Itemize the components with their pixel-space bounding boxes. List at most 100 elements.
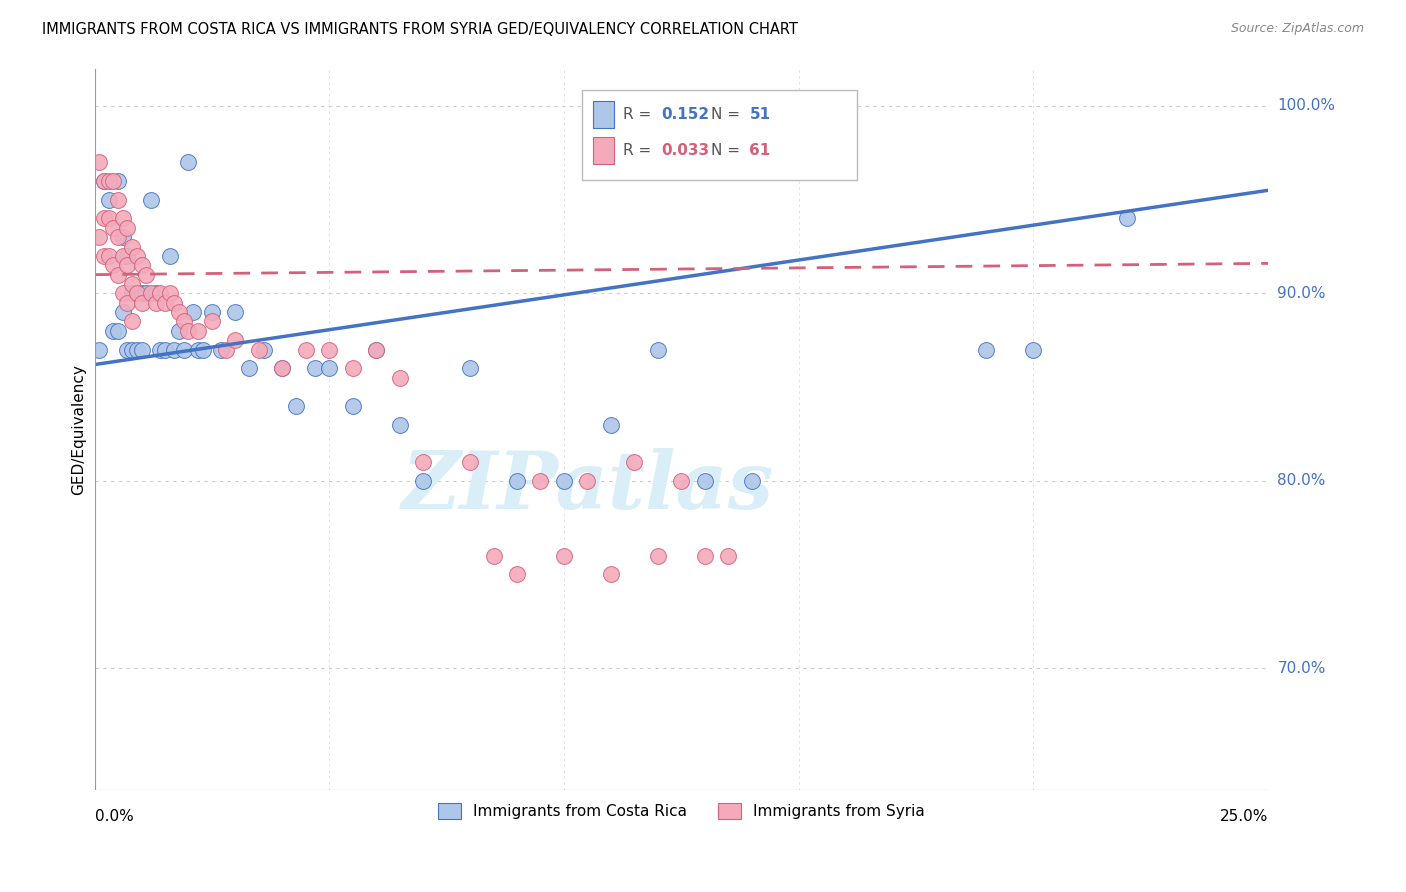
Text: 80.0%: 80.0% [1278, 474, 1326, 488]
Point [252, 343, 274, 357]
Point [89, 343, 111, 357]
Point [506, 474, 529, 488]
FancyBboxPatch shape [582, 90, 858, 180]
Bar [593, 137, 614, 164]
Point [1022, 343, 1045, 357]
Point [103, 324, 125, 338]
Point [117, 295, 139, 310]
Point [131, 286, 153, 301]
Point [107, 174, 129, 188]
Text: 51: 51 [749, 107, 770, 122]
Point [125, 286, 148, 301]
Point [285, 399, 308, 413]
Text: IMMIGRANTS FROM COSTA RICA VS IMMIGRANTS FROM SYRIA GED/EQUIVALENCY CORRELATION : IMMIGRANTS FROM COSTA RICA VS IMMIGRANTS… [42, 22, 799, 37]
Point [693, 549, 716, 563]
Point [107, 193, 129, 207]
Point [647, 343, 669, 357]
Point [93, 174, 115, 188]
Point [201, 314, 224, 328]
Point [111, 249, 134, 263]
Text: 90.0%: 90.0% [1278, 285, 1326, 301]
Point [149, 286, 172, 301]
Point [89, 230, 111, 244]
Point [238, 361, 260, 376]
Point [412, 474, 434, 488]
Point [458, 455, 481, 469]
Point [111, 211, 134, 226]
Text: R =: R = [623, 144, 655, 158]
Point [388, 417, 411, 432]
Point [506, 567, 529, 582]
Point [103, 258, 125, 272]
Point [93, 174, 115, 188]
Point [107, 268, 129, 282]
Point [117, 249, 139, 263]
Point [117, 343, 139, 357]
Point [187, 324, 209, 338]
Point [121, 314, 143, 328]
Point [135, 268, 157, 282]
Point [247, 343, 270, 357]
Point [412, 455, 434, 469]
Point [163, 295, 186, 310]
Point [647, 549, 669, 563]
Point [111, 305, 134, 319]
Point [149, 343, 172, 357]
Point [224, 305, 246, 319]
Point [117, 258, 139, 272]
Text: N =: N = [710, 107, 745, 122]
Point [131, 295, 153, 310]
Point [294, 343, 316, 357]
Legend: Immigrants from Costa Rica, Immigrants from Syria: Immigrants from Costa Rica, Immigrants f… [432, 797, 931, 826]
Point [271, 361, 294, 376]
Point [388, 370, 411, 384]
Point [209, 343, 232, 357]
Point [271, 361, 294, 376]
Text: 0.152: 0.152 [661, 107, 710, 122]
Point [529, 474, 551, 488]
Point [177, 155, 200, 169]
Point [93, 249, 115, 263]
Point [121, 343, 143, 357]
Point [177, 324, 200, 338]
Point [125, 249, 148, 263]
Point [671, 474, 693, 488]
Point [97, 249, 120, 263]
Point [318, 343, 340, 357]
Text: 61: 61 [749, 144, 770, 158]
Text: 100.0%: 100.0% [1278, 98, 1336, 113]
Point [693, 474, 716, 488]
Bar [593, 101, 614, 128]
Point [167, 324, 190, 338]
Point [153, 343, 176, 357]
Point [153, 295, 176, 310]
Text: 25.0%: 25.0% [1219, 809, 1268, 823]
Point [717, 549, 740, 563]
Text: N =: N = [710, 144, 745, 158]
Y-axis label: GED/Equivalency: GED/Equivalency [72, 364, 86, 495]
Point [159, 286, 181, 301]
Point [167, 305, 190, 319]
Point [111, 286, 134, 301]
Point [458, 361, 481, 376]
Point [139, 193, 162, 207]
Point [125, 343, 148, 357]
Point [103, 174, 125, 188]
Point [576, 474, 599, 488]
Text: 70.0%: 70.0% [1278, 661, 1326, 675]
Point [224, 333, 246, 347]
Point [173, 314, 195, 328]
Point [111, 230, 134, 244]
Point [163, 343, 186, 357]
Point [117, 220, 139, 235]
Point [342, 399, 364, 413]
Point [121, 239, 143, 253]
Point [93, 211, 115, 226]
Point [97, 193, 120, 207]
Point [139, 286, 162, 301]
Text: 0.0%: 0.0% [94, 809, 134, 823]
Point [191, 343, 214, 357]
Point [103, 220, 125, 235]
Point [131, 258, 153, 272]
Point [145, 286, 167, 301]
